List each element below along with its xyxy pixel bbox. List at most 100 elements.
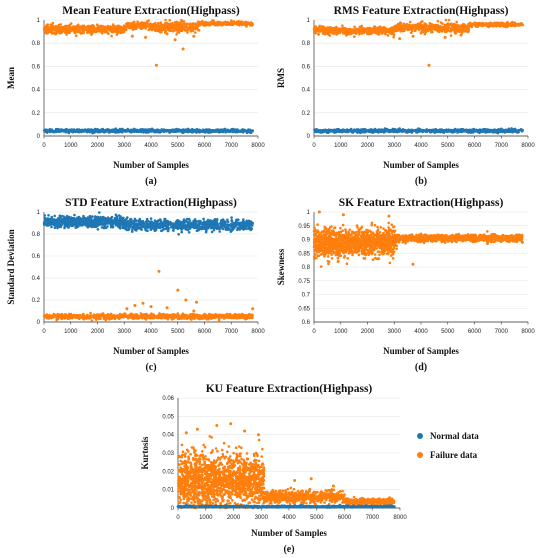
data-point bbox=[419, 129, 423, 133]
data-point bbox=[194, 22, 198, 25]
data-point bbox=[456, 131, 459, 134]
data-point bbox=[163, 27, 166, 30]
data-point bbox=[323, 27, 326, 30]
data-point bbox=[224, 22, 227, 26]
data-point bbox=[120, 131, 124, 134]
x-tick-label: 7000 bbox=[225, 143, 239, 149]
data-point bbox=[156, 28, 159, 32]
data-point bbox=[91, 23, 94, 27]
data-point-outlier bbox=[443, 35, 447, 39]
data-point bbox=[89, 129, 92, 133]
data-point bbox=[78, 25, 81, 29]
data-point bbox=[446, 24, 450, 28]
data-point bbox=[90, 225, 94, 229]
data-point bbox=[110, 128, 114, 132]
data-point bbox=[362, 129, 366, 132]
data-point bbox=[187, 130, 190, 133]
data-point bbox=[384, 129, 387, 133]
data-point bbox=[43, 29, 46, 33]
data-point bbox=[175, 20, 179, 24]
data-point bbox=[110, 34, 113, 38]
data-point bbox=[472, 23, 475, 26]
x-tick-label: 2000 bbox=[91, 143, 105, 149]
data-point bbox=[51, 27, 55, 31]
data-point bbox=[397, 25, 401, 28]
series-1 bbox=[313, 127, 524, 135]
data-point bbox=[49, 23, 52, 27]
y-tick-label: 0 bbox=[37, 320, 41, 326]
data-point bbox=[512, 23, 516, 27]
data-point bbox=[366, 26, 370, 30]
data-point bbox=[336, 27, 340, 31]
y-tick-label: 0.4 bbox=[32, 88, 41, 94]
panel-caption: (a) bbox=[145, 176, 157, 187]
data-point bbox=[398, 23, 401, 26]
data-point bbox=[104, 226, 108, 230]
data-point bbox=[345, 34, 348, 37]
data-point bbox=[398, 28, 402, 32]
data-point bbox=[355, 130, 358, 133]
data-point bbox=[463, 27, 467, 30]
data-point bbox=[424, 129, 428, 132]
data-point bbox=[475, 129, 479, 133]
data-point bbox=[458, 30, 461, 33]
data-point bbox=[478, 128, 482, 132]
data-point bbox=[212, 22, 215, 25]
data-point bbox=[421, 20, 424, 23]
data-point bbox=[53, 32, 56, 35]
data-point bbox=[136, 20, 139, 24]
data-point bbox=[131, 28, 135, 31]
data-point bbox=[73, 26, 76, 30]
data-point bbox=[322, 30, 325, 33]
data-point bbox=[105, 30, 109, 34]
data-point bbox=[133, 128, 136, 132]
data-point bbox=[387, 29, 391, 32]
data-point bbox=[76, 25, 79, 29]
data-point bbox=[434, 28, 438, 31]
data-point bbox=[160, 23, 164, 27]
x-tick-label: 2000 bbox=[91, 329, 105, 335]
data-point bbox=[402, 130, 405, 133]
data-point bbox=[197, 29, 201, 32]
x-tick-label: 6000 bbox=[198, 143, 212, 149]
y-tick-label: 0.4 bbox=[302, 88, 311, 94]
data-point bbox=[117, 24, 120, 28]
data-point bbox=[470, 25, 474, 29]
data-point bbox=[329, 129, 333, 133]
x-tick-label: 3000 bbox=[118, 143, 132, 149]
data-point bbox=[71, 130, 75, 134]
data-point bbox=[198, 128, 202, 132]
x-tick-label: 3000 bbox=[388, 143, 402, 149]
data-point bbox=[111, 23, 115, 26]
data-point bbox=[245, 130, 248, 133]
data-point bbox=[443, 25, 446, 29]
data-point bbox=[467, 27, 470, 30]
data-point bbox=[82, 31, 85, 34]
data-point bbox=[515, 129, 519, 133]
data-point bbox=[94, 28, 98, 32]
data-point bbox=[188, 26, 192, 30]
y-tick-label: 1 bbox=[307, 18, 311, 24]
data-point bbox=[50, 25, 54, 28]
data-point bbox=[113, 25, 116, 28]
data-point bbox=[424, 30, 428, 33]
data-point bbox=[91, 131, 94, 135]
data-point bbox=[380, 30, 384, 34]
data-point bbox=[394, 128, 398, 132]
data-point bbox=[421, 24, 425, 27]
data-point bbox=[101, 127, 105, 131]
chart-title: STD Feature Extraction(Highpass) bbox=[65, 197, 237, 209]
data-point bbox=[416, 23, 419, 26]
data-point bbox=[206, 21, 209, 25]
data-point bbox=[344, 29, 348, 32]
data-point bbox=[317, 33, 321, 36]
data-point bbox=[314, 130, 318, 133]
y-tick-label: 0.6 bbox=[302, 64, 311, 70]
data-point bbox=[500, 22, 503, 25]
data-point bbox=[438, 129, 441, 132]
data-point bbox=[168, 29, 172, 32]
data-point bbox=[351, 29, 355, 32]
data-point bbox=[491, 130, 494, 134]
data-point bbox=[432, 24, 435, 27]
data-point bbox=[88, 31, 91, 34]
